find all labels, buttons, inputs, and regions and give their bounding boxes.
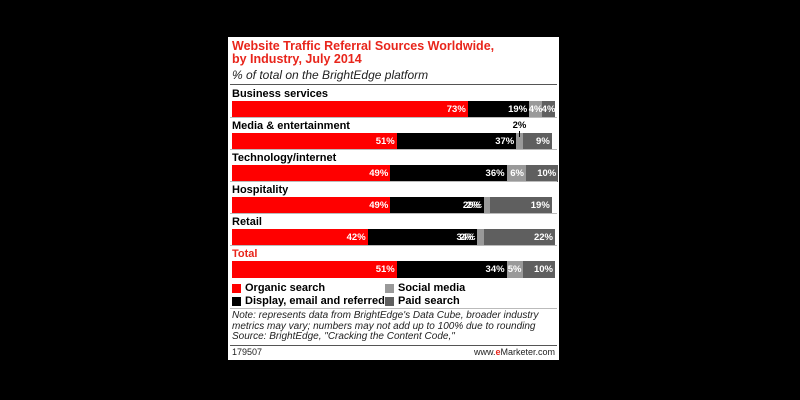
row-divider <box>230 245 557 246</box>
bar-segment-social-media <box>477 229 484 246</box>
data-label-tick <box>480 205 484 206</box>
chart-title-line-2: by Industry, July 2014 <box>232 52 362 66</box>
data-label: 22% <box>533 232 553 243</box>
note-rule <box>230 308 557 309</box>
data-label: 51% <box>375 136 395 147</box>
footnote: Note: represents data from BrightEdge's … <box>232 310 557 343</box>
source-text: Source: BrightEdge, "Cracking the Conten… <box>232 331 455 342</box>
brand-prefix: www. <box>473 347 496 357</box>
bar-segment-display-email-and-referred <box>396 133 517 150</box>
data-label: 2% <box>512 120 527 131</box>
chart-id: 179507 <box>232 347 263 357</box>
bar-segment-display-email-and-referred <box>390 197 484 214</box>
legend-swatch-social-media <box>385 284 394 293</box>
chart-panel: Website Traffic Referral Sources Worldwi… <box>228 37 559 360</box>
bar-segment-organic-search <box>232 165 391 182</box>
bar-segment-social-media <box>529 101 543 118</box>
data-label: 10% <box>533 264 553 275</box>
header-rule <box>230 84 557 85</box>
bar-segment-paid-search <box>483 229 555 246</box>
bar-segment-social-media <box>506 261 523 278</box>
category-label-business-services: Business services <box>232 88 329 100</box>
brand-e: e <box>495 347 501 357</box>
chart-subtitle: % of total on the BrightEdge platform <box>232 68 429 82</box>
category-label-media-entertainment: Media & entertainment <box>232 120 350 132</box>
footer-rule <box>230 345 557 346</box>
note-text: Note: represents data from BrightEdge's … <box>232 310 539 332</box>
bar-technology-internet: 49% 36% 6% 10% <box>232 165 559 182</box>
bar-total: 51% 34% 5% 10% <box>232 261 555 278</box>
data-label: 34% <box>485 264 505 275</box>
bar-segment-display-email-and-referred <box>367 229 478 246</box>
category-label-hospitality: Hospitality <box>232 184 289 196</box>
data-label: 4% <box>528 104 543 115</box>
legend-label-organic-search: Organic search <box>245 282 326 294</box>
data-label: 19% <box>530 200 550 211</box>
legend-label-social-media: Social media <box>398 282 466 294</box>
bar-segment-paid-search <box>542 101 555 118</box>
bar-segment-organic-search <box>232 133 397 150</box>
row-divider <box>230 117 557 118</box>
brand-rest: Marketer.com <box>500 347 555 357</box>
bar-hospitality: 49% 29% 2% 19% <box>232 197 555 214</box>
data-label-tick <box>519 131 521 137</box>
bar-segment-organic-search <box>232 261 397 278</box>
data-label: 2% <box>459 232 474 243</box>
bar-segment-social-media <box>483 197 491 214</box>
data-label: 19% <box>508 104 528 115</box>
data-label: 49% <box>369 200 389 211</box>
bar-segment-social-media <box>506 165 526 182</box>
data-label: 49% <box>369 168 389 179</box>
bar-segment-display-email-and-referred <box>467 101 530 118</box>
chart-title-line-1: Website Traffic Referral Sources Worldwi… <box>232 39 495 53</box>
legend-label-display-email-and-referred: Display, email and referred <box>245 295 385 307</box>
data-label-tick <box>474 237 478 238</box>
category-label-technology-internet: Technology/internet <box>232 152 337 164</box>
legend-swatch-paid-search <box>385 297 394 306</box>
bar-segment-paid-search <box>522 133 552 150</box>
data-label: 5% <box>507 264 522 275</box>
data-label: 34% <box>456 232 476 243</box>
row-divider <box>230 213 557 214</box>
row-divider <box>230 181 557 182</box>
data-label: 36% <box>485 168 505 179</box>
legend-label-paid-search: Paid search <box>398 295 460 307</box>
data-label: 10% <box>537 168 557 179</box>
data-label: 42% <box>346 232 366 243</box>
bar-segment-organic-search <box>232 229 368 246</box>
bar-segment-paid-search <box>490 197 552 214</box>
bar-media-entertainment: 51% 37% 2% 9% <box>232 120 555 150</box>
data-label: 51% <box>375 264 395 275</box>
brand-footer: www.eMarketer.com <box>474 347 555 357</box>
category-label-retail: Retail <box>232 216 262 228</box>
bar-segment-paid-search <box>522 261 555 278</box>
row-divider <box>230 149 557 150</box>
bar-segment-display-email-and-referred <box>390 165 507 182</box>
data-label: 4% <box>541 104 556 115</box>
data-label: 29% <box>462 200 482 211</box>
bar-segment-display-email-and-referred <box>396 261 507 278</box>
bar-segment-social-media <box>516 133 523 150</box>
legend-swatch-display-email-and-referred <box>232 297 241 306</box>
bar-segment-paid-search <box>525 165 559 182</box>
legend-swatch-organic-search <box>232 284 241 293</box>
data-label: 6% <box>510 168 524 179</box>
bar-segment-organic-search <box>232 197 391 214</box>
data-label: 73% <box>446 104 466 115</box>
data-label: 9% <box>536 136 550 147</box>
category-label-total: Total <box>232 248 258 260</box>
bar-business-services: 73% 19% 4% 4% <box>232 101 555 118</box>
data-label: 2% <box>466 200 480 211</box>
bar-retail: 42% 34% 2% 22% <box>232 229 555 246</box>
data-label: 37% <box>495 136 515 147</box>
bar-segment-organic-search <box>232 101 468 118</box>
